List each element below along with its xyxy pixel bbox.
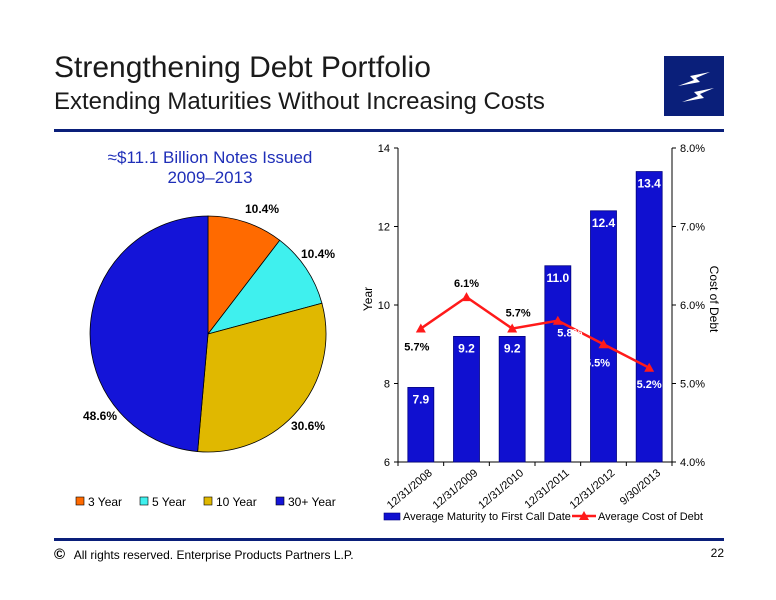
- pie-slice-label: 10.4%: [301, 247, 335, 261]
- maturity-bar-label: 9.2: [504, 341, 521, 355]
- right-tick-label: 7.0%: [680, 222, 705, 234]
- category-label: 12/31/2008: [385, 467, 435, 512]
- footer-divider: [54, 538, 724, 541]
- cost-of-debt-line: [420, 295, 650, 369]
- pie-legend-label: 10 Year: [216, 495, 257, 509]
- cost-of-debt-label: 6.1%: [454, 278, 479, 290]
- maturity-legend-swatch: [383, 512, 401, 521]
- pie-chart-title: ≈$11.1 Billion Notes Issued 2009–2013: [60, 148, 360, 188]
- pie-legend-label: 5 Year: [152, 495, 186, 509]
- maturity-legend-label: Average Maturity to First Call Date: [403, 511, 571, 523]
- pie-legend-label: 3 Year: [88, 495, 122, 509]
- pie-legend-swatch: [139, 496, 149, 506]
- category-label: 12/31/2012: [568, 467, 618, 512]
- maturity-bar: [453, 335, 480, 463]
- page-title: Strengthening Debt Portfolio: [54, 51, 431, 84]
- pie-slice-label: 10.4%: [245, 202, 279, 216]
- cost-of-debt-label: 5.2%: [637, 379, 662, 391]
- page-number: 22: [710, 546, 724, 560]
- right-tick-label: 4.0%: [680, 457, 705, 469]
- category-label: 12/31/2011: [522, 467, 571, 511]
- maturity-bar: [635, 171, 663, 463]
- right-tick-label: 5.0%: [680, 379, 705, 391]
- maturity-bar: [498, 335, 526, 463]
- category-label: 12/31/2010: [476, 467, 526, 512]
- category-label: 12/31/2009: [431, 467, 481, 512]
- cost-legend-marker: [579, 511, 589, 520]
- cost-of-debt-label: 5.7%: [404, 342, 429, 354]
- cost-of-debt-label: 5.7%: [506, 308, 531, 320]
- left-tick-label: 8: [384, 379, 390, 391]
- pie-legend-swatch: [75, 496, 85, 506]
- cost-of-debt-marker: [461, 292, 472, 302]
- pie-slice-label: 30.6%: [291, 419, 325, 433]
- right-tick-label: 8.0%: [680, 143, 705, 155]
- pie-slice-30-year: [89, 215, 209, 452]
- lightning-bolt-logo-icon: [664, 56, 724, 116]
- maturity-bar-label: 7.9: [412, 392, 429, 406]
- left-tick-label: 12: [378, 222, 390, 234]
- footer-text: All rights reserved. Enterprise Products…: [73, 548, 354, 562]
- left-axis-label: Year: [361, 287, 375, 311]
- cost-of-debt-label: 5.8%: [557, 328, 582, 340]
- pie-slice-10-year: [197, 302, 327, 453]
- right-axis-label: Cost of Debt: [707, 266, 721, 333]
- right-tick-label: 6.0%: [680, 300, 705, 312]
- cost-of-debt-marker: [552, 315, 563, 325]
- pie-title-line2: 2009–2013: [167, 168, 253, 187]
- left-tick-label: 6: [384, 457, 390, 469]
- maturity-bar: [544, 265, 572, 463]
- maturity-bar: [590, 210, 617, 463]
- cost-of-debt-marker: [644, 362, 655, 372]
- maturity-bar-label: 9.2: [458, 341, 475, 355]
- cost-of-debt-marker: [598, 339, 609, 349]
- maturity-bar-label: 12.4: [592, 216, 616, 230]
- pie-legend-swatch: [275, 496, 285, 506]
- cost-of-debt-marker: [507, 323, 518, 333]
- cost-of-debt-marker: [415, 323, 426, 333]
- left-tick-label: 14: [378, 143, 390, 155]
- pie-slice-label: 48.6%: [83, 409, 117, 423]
- maturity-bar-label: 13.4: [637, 177, 661, 191]
- cost-legend-label: Average Cost of Debt: [598, 511, 703, 523]
- pie-title-line1: ≈$11.1 Billion Notes Issued: [107, 148, 313, 167]
- maturity-bar: [407, 387, 435, 463]
- footer: © All rights reserved. Enterprise Produc…: [54, 546, 354, 563]
- copyright-icon: ©: [54, 546, 66, 563]
- category-label: 9/30/2013: [618, 467, 663, 508]
- pie-slice-3-year: [207, 215, 281, 336]
- pie-legend-label: 30+ Year: [288, 495, 336, 509]
- pie-legend-swatch: [203, 496, 213, 506]
- cost-of-debt-label: 5.5%: [585, 357, 610, 369]
- maturity-bar-label: 11.0: [546, 271, 569, 285]
- left-tick-label: 10: [378, 300, 390, 312]
- header-divider: [54, 129, 724, 132]
- page-subtitle: Extending Maturities Without Increasing …: [54, 88, 545, 115]
